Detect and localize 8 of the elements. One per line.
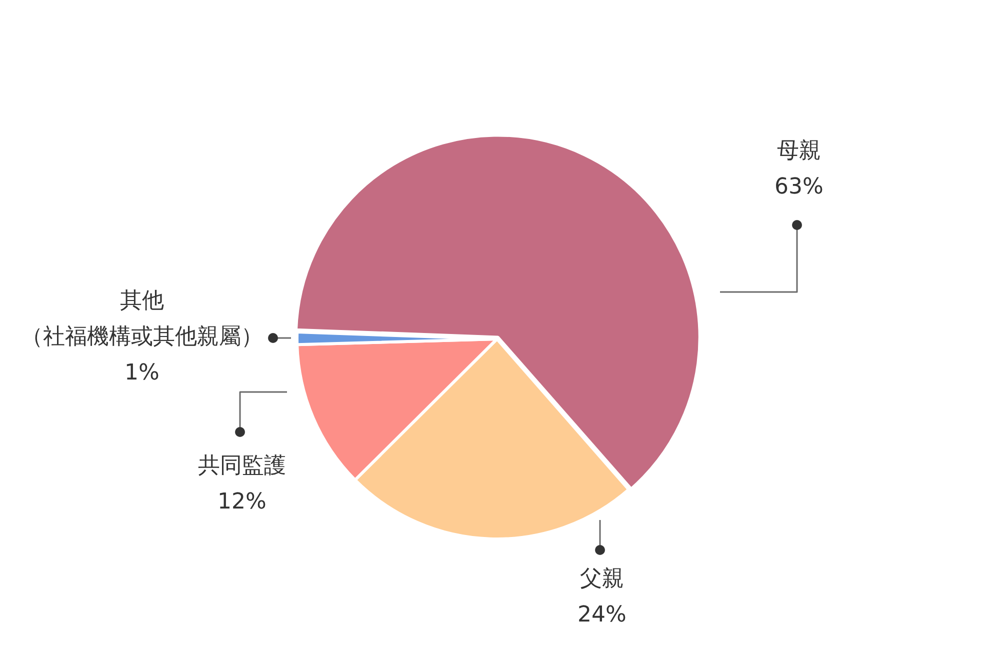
data-label: 63%	[774, 174, 824, 200]
slice-label: 父親	[580, 566, 624, 592]
slice-label: 母親	[777, 138, 821, 164]
slice-label: 共同監護	[198, 454, 286, 479]
data-label: 24%	[578, 602, 626, 628]
data-label: 1%	[124, 360, 160, 386]
slice-label: 其他（社福機構或其他親屬）	[21, 288, 263, 350]
data-label: 12%	[218, 490, 266, 515]
